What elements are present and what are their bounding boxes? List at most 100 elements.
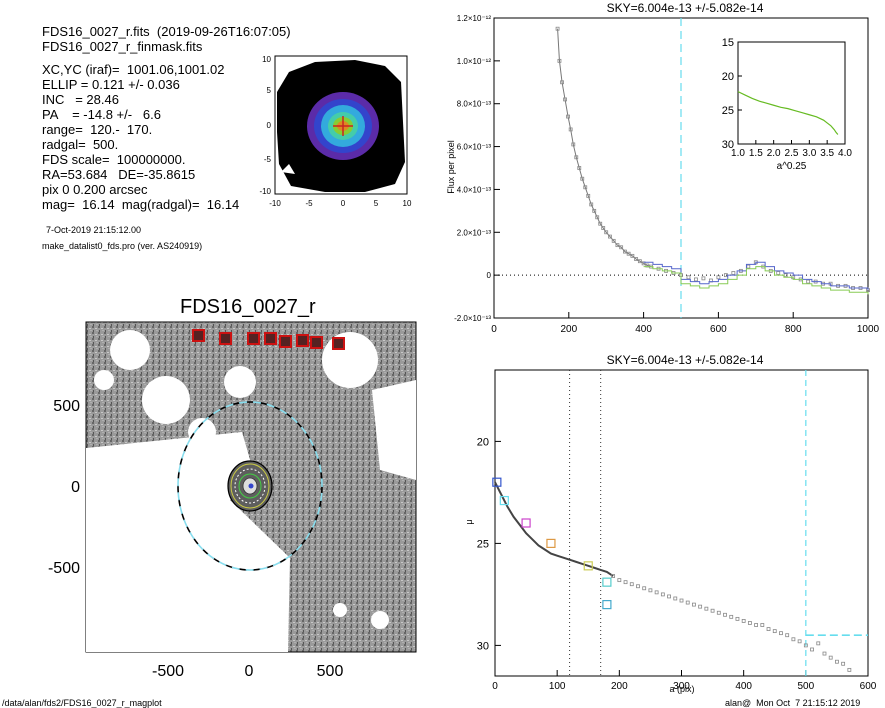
mu-data-point [654, 590, 659, 595]
mu-data-point [698, 604, 703, 609]
mask-region [94, 370, 114, 390]
mu-data-point [828, 655, 833, 660]
inset-xtick-label: 2.5 [785, 148, 799, 159]
mu-range-marker [602, 577, 612, 587]
param-ellip: ELLIP = 0.121 +/- 0.036 [42, 77, 180, 92]
mu-data-point [667, 594, 671, 599]
mu-data-point [791, 637, 796, 642]
flux-xtick-label: 400 [635, 324, 652, 335]
flux-data-point [806, 279, 811, 284]
mask-region [333, 603, 347, 617]
mask-filename-line: FDS16_0027_r_finmask.fits [42, 39, 203, 54]
flux-xtick-label: 0 [491, 324, 497, 335]
fits-filename-line: FDS16_0027_r.fits (2019-09-26T16:07:05) [42, 24, 291, 39]
center-thumbnail: 10 5 0 -5 -10 -10 -5 0 5 10 [259, 55, 412, 208]
galaxy-center [248, 483, 254, 489]
mask-region [372, 380, 416, 480]
flux-data-point [571, 142, 576, 147]
flux-data-point [701, 276, 706, 281]
flux-data-point [630, 253, 635, 258]
mu-ytick-label: 30 [477, 640, 489, 652]
mu-plot-frame [494, 369, 869, 677]
flux-ytick-label: 4.0×10⁻¹³ [457, 185, 492, 194]
mu-range-marker [583, 561, 593, 571]
image-xtick: 500 [317, 663, 344, 680]
mu-range-marker [521, 518, 531, 528]
sky-box [310, 336, 323, 349]
mask-region [322, 332, 378, 388]
thumb-ytick: -5 [264, 155, 272, 164]
mu-data-point [723, 612, 727, 617]
flux-ytick-label: 1.2×10⁻¹² [457, 14, 492, 23]
param-radec: RA=53.684 DE=-35.8615 [42, 167, 196, 182]
footer-user: alan@ Mon Oct 7 21:15:12 2019 [725, 698, 861, 708]
mu-range-marker [546, 538, 556, 548]
thumb-ytick: 0 [267, 121, 272, 130]
run-date: 7-Oct-2019 21:15:12.00 [46, 225, 142, 235]
isophote-ring [230, 463, 270, 509]
flux-data-point [601, 226, 606, 230]
flux-data-point [641, 261, 646, 266]
radgal-ellipse-cyan [177, 401, 323, 571]
param-xcyc: XC,YC (iraf)= 1001.06,1001.02 [42, 62, 225, 77]
flux-data-point [589, 202, 594, 207]
flux-data-point [592, 208, 597, 213]
param-inc: INC = 28.46 [42, 92, 119, 107]
flux-data-point [580, 176, 585, 181]
flux-xtick-label: 200 [560, 324, 577, 335]
flux-data-point [746, 264, 751, 269]
flux-data-point [634, 257, 639, 261]
mu-ytick-label: 20 [477, 436, 489, 448]
flux-data-point [622, 249, 627, 254]
inset-xtick-label: 3.5 [820, 148, 834, 159]
mu-data-point [822, 651, 827, 656]
inset-frame [737, 41, 846, 145]
inset-xlabel: a^0.25 [777, 161, 807, 172]
mu-data-point [710, 608, 715, 613]
thumb-xtick: 10 [403, 199, 412, 208]
isophote-ring [238, 473, 262, 499]
thumb-mask-hole [395, 68, 405, 80]
mu-data-point [766, 627, 771, 631]
mask-region [224, 366, 256, 398]
mu-data-point [704, 606, 709, 611]
flux-data-point [557, 58, 562, 63]
flux-data-point [574, 155, 579, 160]
sky-box [296, 334, 309, 347]
flux-data-point [555, 26, 560, 31]
mu-data-point [747, 621, 752, 625]
mu-data-point [673, 596, 678, 601]
mu-data-point [623, 580, 628, 585]
mu-data-point [636, 584, 640, 589]
flux-ytick-label: -2.0×10⁻¹³ [454, 314, 491, 323]
flux-data-point [615, 243, 620, 248]
mu-data-point [779, 631, 783, 636]
sky-box [279, 335, 292, 348]
inset-profile-line [737, 91, 839, 135]
mu-data-point [679, 598, 684, 603]
mask-region [371, 611, 389, 629]
mu-data-point [847, 667, 852, 672]
flux-data-point [637, 259, 642, 264]
mu-data-point [797, 639, 802, 644]
mu-data-point [810, 647, 814, 652]
fit-parameters: XC,YC (iraf)= 1001.06,1001.02 ELLIP = 0.… [42, 62, 239, 212]
flux-plot-ylabel: Flux per pixel [446, 140, 456, 194]
mu-data-point [803, 643, 808, 648]
mu-data-point [716, 610, 721, 615]
flux-data-point [566, 114, 570, 119]
mu-data-point [785, 633, 790, 638]
isophote-ring [234, 468, 266, 504]
mu-range-marker [602, 600, 612, 610]
flux-data-point [619, 245, 624, 250]
flux-plot-area: 0 200 400 600 800 10001.2×10⁻¹²1.0×10⁻¹²8.0×1… [454, 14, 879, 335]
mu-data-point [648, 588, 653, 593]
image-ytick: 500 [53, 398, 80, 415]
program-version: make_datalist0_fds.pro (ver. AS240919) [42, 241, 203, 251]
image-ytick: -500 [48, 560, 80, 577]
sky-box [219, 332, 232, 345]
flux-ytick-label: 2.0×10⁻¹³ [457, 228, 492, 237]
sky-boxes [192, 329, 345, 350]
flux-ytick-label: 1.0×10⁻¹² [457, 57, 492, 66]
flux-data-point [595, 215, 600, 220]
